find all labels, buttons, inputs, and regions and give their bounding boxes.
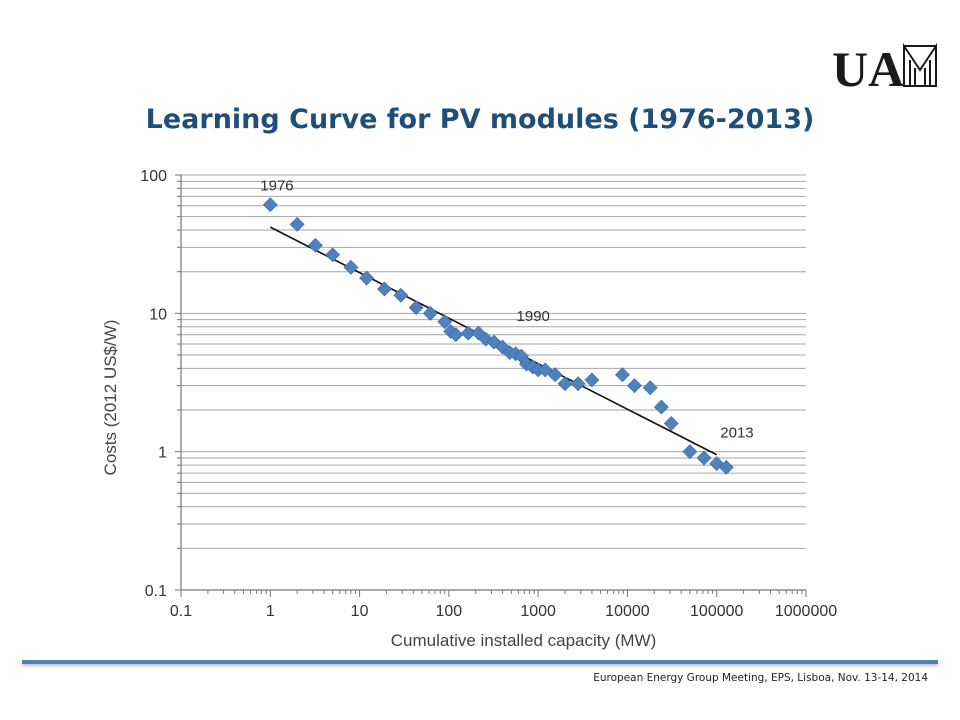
data-point [437, 314, 453, 330]
slide-title: Learning Curve for PV modules (1976-2013… [145, 104, 815, 135]
data-point [289, 216, 305, 232]
year-annotation: 1976 [260, 178, 293, 195]
year-annotation: 1990 [517, 308, 550, 325]
data-point [570, 376, 586, 392]
data-point [422, 305, 438, 321]
data-point [642, 380, 658, 396]
data-point [262, 197, 278, 213]
year-annotations: 1976 1990 2013 [260, 178, 753, 442]
y-tick-label: 1 [158, 445, 167, 462]
y-tick-label: 0.1 [145, 583, 167, 600]
data-point [627, 378, 642, 394]
data-point [325, 247, 341, 263]
y-tick-label: 100 [140, 168, 167, 185]
x-axis-title: Cumulative installed capacity (MW) [391, 631, 656, 650]
data-point [408, 300, 424, 316]
y-tick-labels: 0.1 1 10 100 [140, 168, 167, 600]
x-tick-label: 1 [266, 603, 275, 620]
data-point [663, 416, 679, 431]
chart-axes [175, 174, 807, 597]
x-tick-label: 10 [351, 603, 369, 620]
chart-grid [181, 174, 806, 549]
year-annotation: 2013 [720, 424, 753, 441]
data-points [262, 197, 734, 475]
footer-divider [22, 660, 938, 664]
y-axis-title: Costs (2012 US$/W) [101, 320, 120, 476]
x-tick-label: 10000 [605, 603, 650, 620]
x-tick-label: 100 [436, 603, 463, 620]
footer-text: European Energy Group Meeting, EPS, Lisb… [593, 672, 928, 684]
x-tick-label: 0.1 [170, 603, 192, 620]
data-point [460, 325, 476, 341]
svg-text:UA: UA [832, 41, 904, 92]
learning-curve-chart: 0.1 1 10 100 0.1 1 10 100 1000 10000 100000 100000… [101, 168, 837, 650]
data-point [653, 399, 669, 415]
x-tick-label: 1000 [520, 603, 556, 620]
data-point [615, 367, 630, 383]
data-point [696, 450, 712, 466]
data-point [359, 270, 375, 286]
data-point [557, 376, 573, 392]
data-point [377, 281, 392, 297]
data-point [343, 259, 359, 275]
data-point [718, 459, 734, 475]
data-point [584, 372, 600, 388]
data-point [547, 367, 563, 383]
x-tick-label: 100000 [690, 603, 743, 620]
data-point [682, 444, 698, 460]
data-point [393, 287, 409, 303]
uam-logo: UA [832, 41, 937, 92]
y-tick-label: 10 [149, 306, 167, 323]
data-point [537, 362, 553, 378]
x-tick-labels: 0.1 1 10 100 1000 10000 100000 1000000 [170, 603, 837, 620]
data-point [448, 327, 464, 343]
x-tick-label: 1000000 [775, 603, 837, 620]
data-point [307, 237, 323, 253]
